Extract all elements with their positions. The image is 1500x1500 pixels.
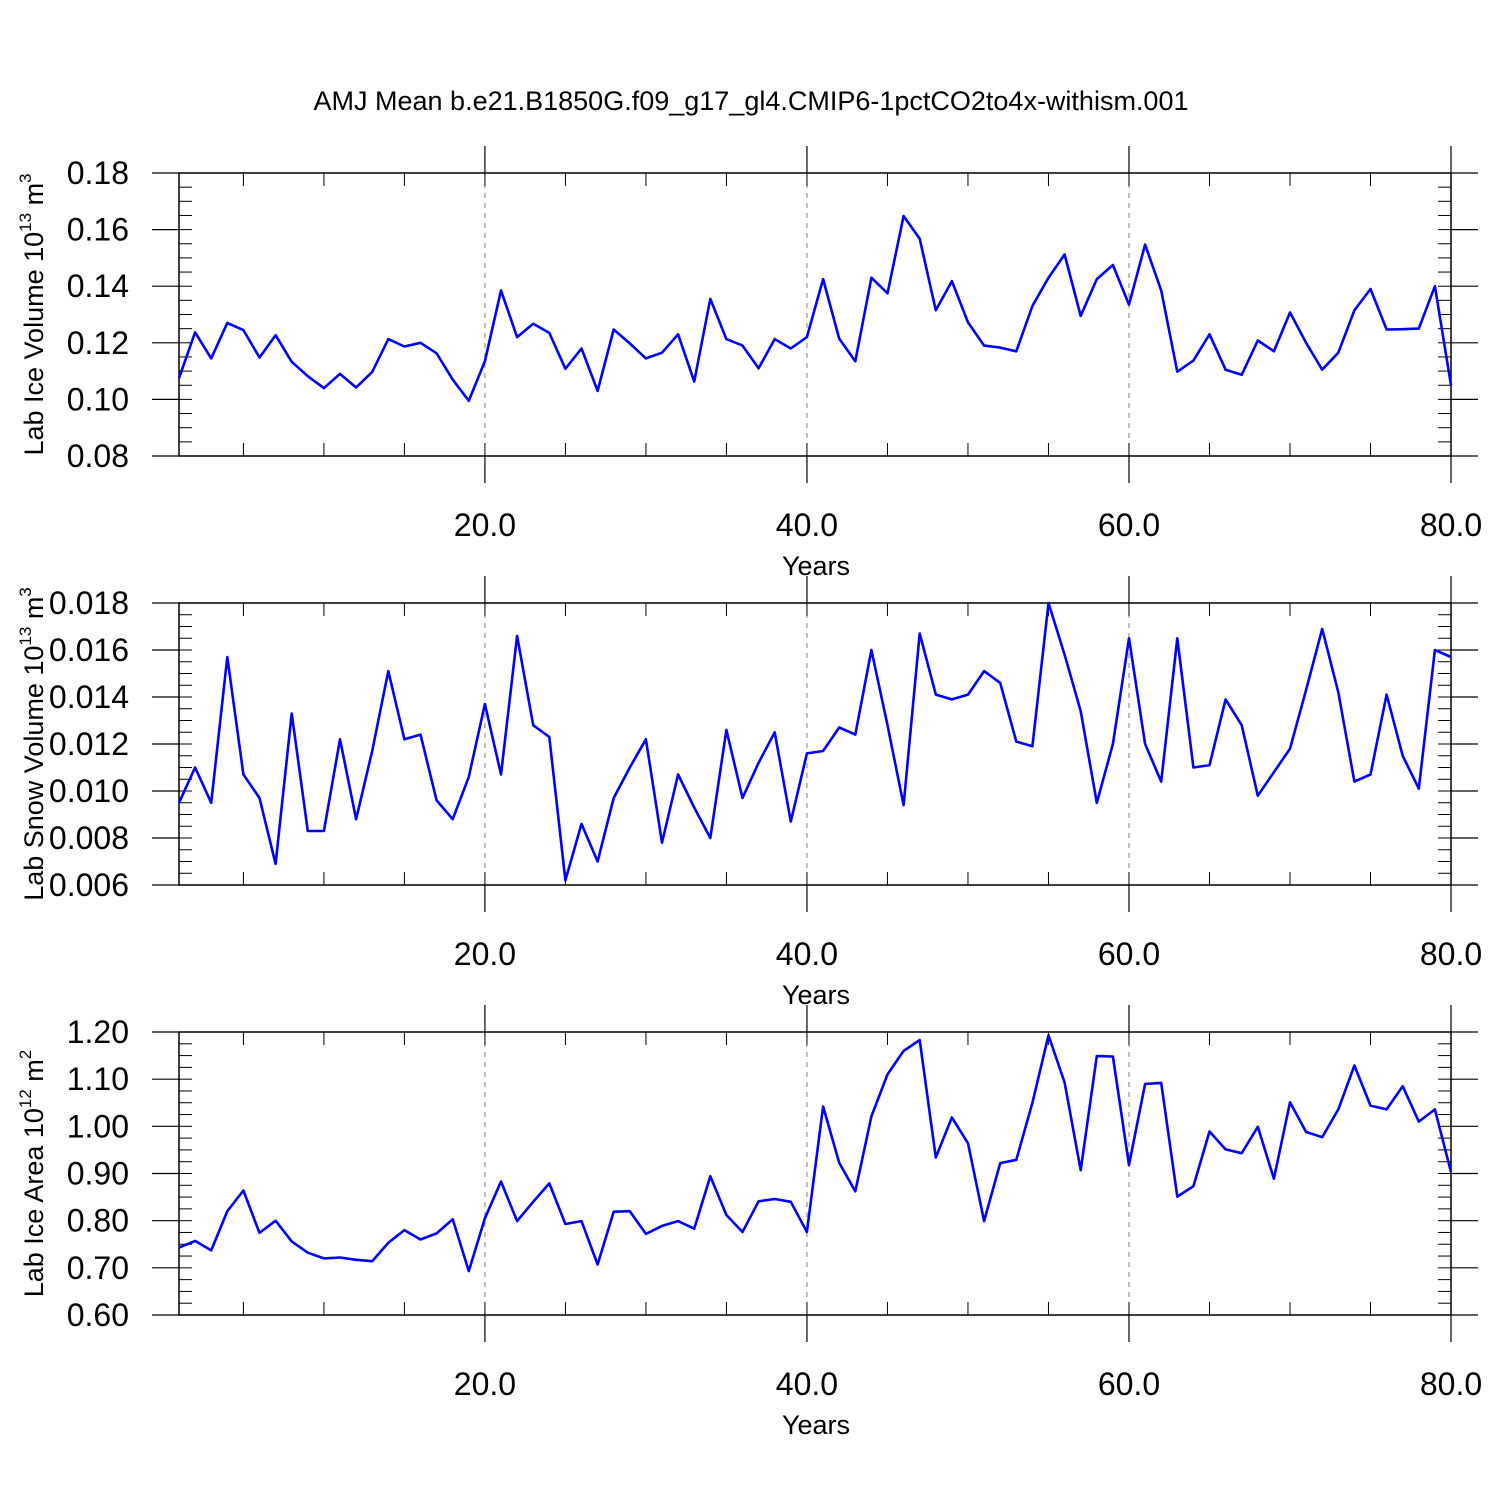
plot-frame bbox=[178, 1031, 1452, 1316]
y-tick-label: 0.16 bbox=[67, 212, 129, 248]
y-tick-label: 1.10 bbox=[67, 1061, 129, 1097]
y-axis-label: Lab Ice Area 1012 m2 bbox=[16, 1050, 49, 1298]
x-tick-label: 60.0 bbox=[1098, 507, 1160, 543]
y-tick-label: 0.10 bbox=[67, 381, 129, 417]
y-tick-label: 0.018 bbox=[49, 585, 129, 621]
x-tick-label: 20.0 bbox=[454, 1366, 516, 1402]
x-tick-label: 40.0 bbox=[776, 936, 838, 972]
x-tick-label: 80.0 bbox=[1420, 1366, 1482, 1402]
x-tick-label: 60.0 bbox=[1098, 1366, 1160, 1402]
y-axis-label: Lab Snow Volume 1013 m3 bbox=[16, 587, 49, 901]
y-tick-label: 0.14 bbox=[67, 268, 129, 304]
series-line bbox=[178, 1034, 1453, 1273]
y-tick-label: 0.12 bbox=[67, 325, 129, 361]
chart-title: AMJ Mean b.e21.B1850G.f09_g17_gl4.CMIP6-… bbox=[314, 86, 1189, 116]
panels: 0.08 0.10 0.12 0.14 0.16 0.18 20.0 40.0 60.0 80.0… bbox=[16, 146, 1482, 1440]
x-tick-label: 40.0 bbox=[776, 507, 838, 543]
y-tick-label: 0.012 bbox=[49, 726, 129, 762]
x-tick-label: 60.0 bbox=[1098, 936, 1160, 972]
x-axis-label: Years bbox=[782, 1410, 850, 1440]
y-tick-label: 0.80 bbox=[67, 1203, 129, 1239]
x-tick-label: 80.0 bbox=[1420, 507, 1482, 543]
y-axis-label: Lab Ice Volume 1013 m3 bbox=[16, 173, 49, 455]
x-tick-label: 40.0 bbox=[776, 1366, 838, 1402]
x-tick-label: 20.0 bbox=[454, 507, 516, 543]
y-tick-label: 0.016 bbox=[49, 632, 129, 668]
y-tick-label: 1.00 bbox=[67, 1108, 129, 1144]
y-tick-label: 0.18 bbox=[67, 155, 129, 191]
y-tick-label: 0.010 bbox=[49, 773, 129, 809]
x-axis-label: Years bbox=[782, 551, 850, 581]
y-tick-label: 0.08 bbox=[67, 438, 129, 474]
panel-1: 0.08 0.10 0.12 0.14 0.16 0.18 20.0 40.0 60.0 80.0… bbox=[16, 146, 1482, 581]
y-tick-label: 0.60 bbox=[67, 1297, 129, 1333]
x-tick-label: 20.0 bbox=[454, 936, 516, 972]
y-tick-label: 1.20 bbox=[67, 1014, 129, 1050]
y-tick-label: 0.006 bbox=[49, 867, 129, 903]
panel-2: 0.006 0.008 0.010 0.012 0.014 0.016 0.018 20.0 4… bbox=[16, 576, 1482, 1010]
y-tick-label: 0.014 bbox=[49, 679, 129, 715]
x-axis-label: Years bbox=[782, 980, 850, 1010]
x-tick-label: 80.0 bbox=[1420, 936, 1482, 972]
panel-3: 0.60 0.70 0.80 0.90 1.00 1.10 1.20 20.0 40.0 60.0… bbox=[16, 1005, 1482, 1440]
plot-frame bbox=[178, 602, 1452, 886]
series-line bbox=[177, 214, 1453, 403]
y-tick-label: 0.90 bbox=[67, 1156, 129, 1192]
plot-frame bbox=[178, 172, 1452, 457]
y-tick-label: 0.008 bbox=[49, 820, 129, 856]
y-tick-label: 0.70 bbox=[67, 1250, 129, 1286]
series-line bbox=[177, 601, 1452, 882]
